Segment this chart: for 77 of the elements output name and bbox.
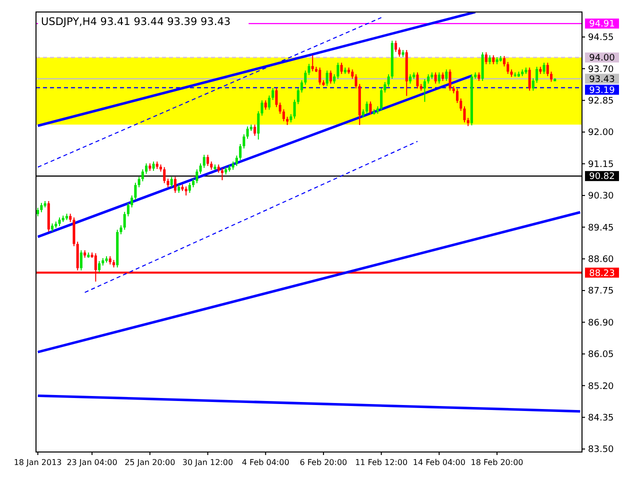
candlestick <box>445 68 448 82</box>
x-tick-label: 23 Jan 04:00 <box>66 458 118 467</box>
y-tick-label: 88.60 <box>588 254 614 265</box>
candlestick <box>152 161 155 172</box>
ref-line-label: 88.23 <box>589 268 615 279</box>
x-tick-label: 11 Feb 12:00 <box>355 458 408 467</box>
x-tick-label: 25 Jan 20:00 <box>124 458 176 467</box>
candlestick <box>282 108 285 122</box>
candlestick <box>408 74 412 84</box>
candlestick <box>141 168 144 182</box>
candlestick <box>369 100 372 116</box>
candlestick <box>416 72 419 89</box>
y-tick-label: 94.55 <box>588 33 614 44</box>
x-tick-label: 4 Feb 04:00 <box>242 458 290 467</box>
candlestick <box>235 155 238 166</box>
chart-title: USDJPY,H4 93.41 93.44 93.39 93.43 <box>41 16 231 28</box>
candlestick <box>170 176 173 188</box>
y-tick-label: 84.35 <box>588 413 614 424</box>
y-tick-label: 85.20 <box>588 382 614 392</box>
candlestick <box>206 154 210 166</box>
x-tick-label: 6 Feb 20:00 <box>300 458 348 467</box>
candlestick <box>423 78 426 102</box>
candlestick <box>484 52 488 65</box>
candlestick <box>329 70 332 84</box>
candlestick <box>145 162 148 174</box>
x-tick-label: 14 Feb 04:00 <box>412 458 466 467</box>
candlestick <box>80 250 82 271</box>
y-tick-label: 86.90 <box>588 318 614 328</box>
candlestick <box>427 74 430 84</box>
ref-line-label: 90.82 <box>589 172 615 182</box>
ref-line-label: 94.91 <box>589 20 615 30</box>
y-tick-label: 90.30 <box>588 192 614 202</box>
y-tick-label: 89.45 <box>588 223 614 234</box>
ref-line-label: 94.00 <box>589 54 616 64</box>
candlestick <box>174 176 176 194</box>
x-tick-label: 30 Jan 12:00 <box>182 458 234 467</box>
candlestick <box>336 62 340 80</box>
candlestick <box>246 126 249 140</box>
y-tick-label: 83.50 <box>588 445 614 456</box>
y-tick-label: 93.70 <box>588 64 614 75</box>
x-tick-label: 18 Jan 2013 <box>14 458 62 467</box>
candlestick <box>542 62 546 74</box>
ref-line-label: 93.19 <box>589 86 616 96</box>
candlestick <box>268 95 270 110</box>
candlestick <box>253 124 256 136</box>
y-tick-label: 92.85 <box>588 96 614 107</box>
candlestick <box>264 100 267 110</box>
candlestick <box>394 40 398 52</box>
candlestick <box>40 202 43 213</box>
candlestick <box>546 62 549 77</box>
candlestick <box>98 260 101 273</box>
candlestick <box>188 182 191 194</box>
candlestick <box>532 78 534 92</box>
candlestick <box>448 68 452 92</box>
candlestick <box>326 70 328 86</box>
candlestick <box>163 166 166 184</box>
candlestick <box>366 100 368 114</box>
x-tick-label: 18 Feb 20:00 <box>470 458 524 467</box>
y-tick-label: 91.15 <box>588 160 614 170</box>
candlestick <box>380 88 383 112</box>
y-tick-label: 86.05 <box>588 350 614 360</box>
candlestick <box>528 67 531 92</box>
candlestick <box>220 168 224 181</box>
candlestick <box>340 62 343 74</box>
candlestick <box>196 168 198 184</box>
ref-line-label: 93.43 <box>589 74 615 85</box>
candlestick <box>318 67 322 86</box>
candlestick <box>272 88 274 100</box>
y-tick-label: 87.75 <box>588 286 614 297</box>
candlestick <box>275 88 278 108</box>
candlestick <box>536 66 538 84</box>
candlestick <box>438 72 440 84</box>
y-tick-label: 92.00 <box>588 128 614 138</box>
candlestick <box>434 72 437 84</box>
candlestick <box>550 71 553 82</box>
candlestick <box>311 54 314 72</box>
candlestick <box>202 154 206 168</box>
